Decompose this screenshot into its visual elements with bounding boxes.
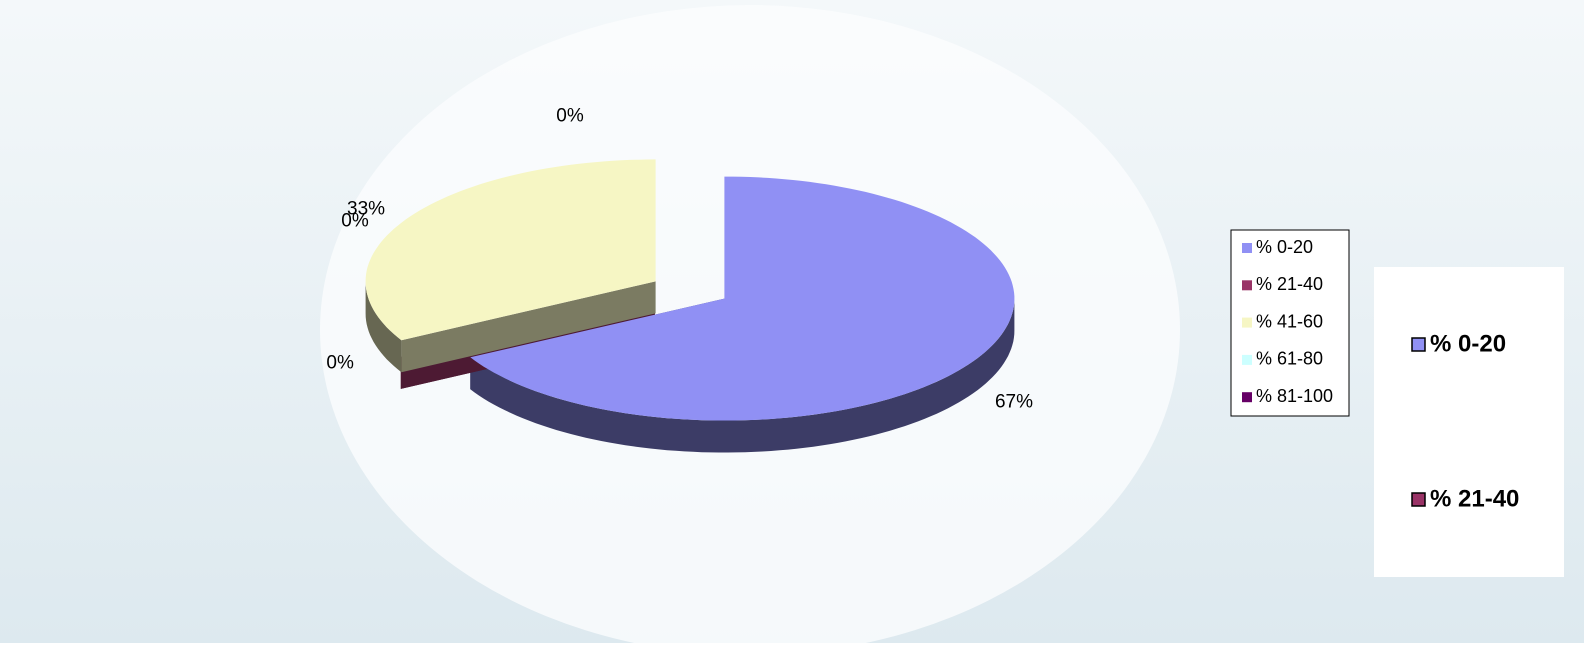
legend-label: % 81-100 [1256, 386, 1333, 406]
legend: % 0-20 % 21-40 % 41-60 % 61-80 % 81-100 [1230, 229, 1350, 417]
data-label: 33% [347, 198, 385, 219]
legend-label: % 41-60 [1256, 311, 1323, 331]
data-label: 67% [995, 392, 1033, 413]
legend-swatch [1242, 280, 1252, 291]
legend-swatch [1411, 492, 1426, 507]
legend-label: % 0-20 [1430, 330, 1506, 357]
slice-edge [401, 281, 656, 373]
pie: 67%0%33%0%0% [326, 106, 1033, 453]
legend-swatch [1242, 243, 1252, 253]
legend-label: % 61-80 [1256, 349, 1323, 369]
legend-swatch [1411, 337, 1426, 352]
legend-swatch [1242, 317, 1252, 328]
data-label: 0% [341, 211, 369, 232]
data-label: 0% [556, 106, 584, 127]
side-legend: % 0-20 % 21-40 [1374, 267, 1564, 577]
legend-swatch [1242, 354, 1252, 365]
data-label: 0% [326, 352, 354, 373]
legend-swatch [1242, 392, 1252, 403]
slice [470, 176, 1015, 421]
slice [365, 159, 656, 341]
pie-tops [365, 159, 1015, 421]
slice-side [470, 298, 1015, 453]
slice-side [365, 281, 402, 373]
legend-label: % 21-40 [1430, 485, 1519, 512]
legend-label: % 0-20 [1256, 237, 1313, 257]
legend-label: % 21-40 [1256, 274, 1323, 294]
